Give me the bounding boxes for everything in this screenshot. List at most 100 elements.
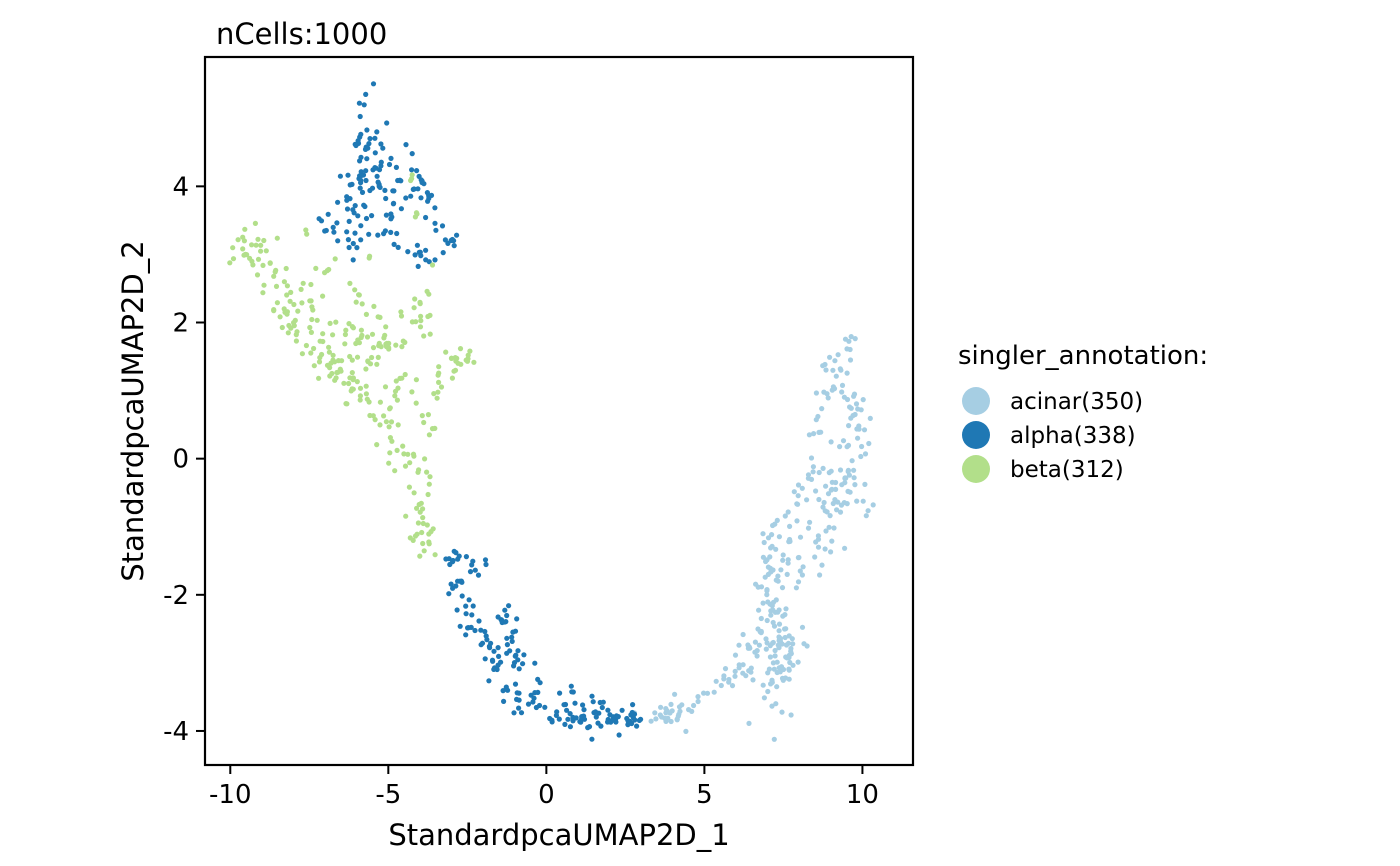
data-point-acinar — [711, 689, 717, 695]
legend-label-beta: beta(312) — [1010, 457, 1124, 483]
data-point-acinar — [780, 613, 786, 619]
data-point-beta — [357, 397, 363, 403]
data-point-alpha — [484, 637, 490, 643]
data-point-acinar — [748, 665, 754, 671]
data-point-alpha — [521, 652, 527, 658]
data-point-alpha — [470, 603, 476, 609]
data-point-acinar — [668, 718, 674, 725]
data-point-beta — [394, 397, 400, 403]
data-point-acinar — [819, 562, 825, 568]
data-point-beta — [410, 537, 416, 544]
data-point-alpha — [355, 213, 361, 219]
data-point-beta — [429, 262, 436, 268]
data-point-acinar — [701, 690, 707, 696]
data-point-alpha — [590, 699, 596, 705]
data-point-beta — [310, 307, 316, 313]
data-point-alpha — [394, 230, 400, 237]
data-point-acinar — [834, 507, 840, 513]
data-point-alpha — [350, 257, 356, 263]
data-point-alpha — [557, 690, 563, 696]
data-point-acinar — [729, 683, 736, 689]
data-point-acinar — [860, 498, 866, 504]
data-point-beta — [411, 305, 417, 311]
data-point-alpha — [607, 712, 613, 718]
data-point-beta — [410, 451, 417, 457]
data-point-alpha — [439, 223, 446, 229]
data-point-alpha — [365, 145, 371, 151]
data-point-alpha — [386, 161, 393, 168]
data-point-acinar — [790, 641, 796, 647]
data-point-acinar — [847, 404, 853, 410]
data-point-beta — [353, 299, 359, 305]
data-point-beta — [392, 388, 399, 394]
data-point-alpha — [467, 569, 474, 575]
data-point-acinar — [775, 609, 781, 615]
data-point-beta — [308, 298, 314, 304]
data-point-acinar — [787, 523, 793, 530]
data-point-acinar — [821, 499, 827, 506]
data-point-beta — [260, 262, 266, 268]
data-point-acinar — [846, 472, 853, 478]
data-point-beta — [426, 291, 432, 297]
data-point-alpha — [383, 195, 389, 202]
data-point-alpha — [562, 701, 569, 708]
data-point-acinar — [825, 395, 831, 401]
data-point-beta — [411, 490, 417, 496]
data-point-beta — [349, 370, 355, 376]
data-point-alpha — [418, 195, 424, 201]
data-point-beta — [319, 351, 325, 358]
data-point-alpha — [346, 218, 352, 224]
data-point-alpha — [567, 711, 573, 717]
data-point-beta — [443, 349, 449, 355]
data-point-beta — [346, 380, 352, 387]
data-point-beta — [448, 355, 455, 361]
data-point-alpha — [440, 250, 446, 256]
data-point-acinar — [837, 467, 844, 473]
data-point-acinar — [771, 736, 777, 742]
data-point-alpha — [454, 607, 460, 613]
data-point-beta — [425, 491, 431, 498]
data-point-alpha — [417, 249, 423, 255]
data-point-beta — [425, 412, 431, 418]
data-point-acinar — [713, 678, 719, 684]
data-point-alpha — [469, 612, 475, 618]
data-point-acinar — [683, 728, 689, 735]
data-point-acinar — [773, 546, 779, 552]
data-point-alpha — [472, 627, 478, 634]
data-point-alpha — [378, 159, 384, 165]
data-point-beta — [400, 338, 406, 344]
data-point-beta — [420, 540, 426, 547]
data-point-beta — [371, 303, 377, 309]
data-point-acinar — [740, 631, 746, 638]
data-point-beta — [330, 352, 336, 358]
data-point-beta — [258, 242, 264, 248]
data-point-alpha — [599, 704, 605, 711]
data-point-beta — [364, 334, 371, 340]
data-point-alpha — [370, 81, 377, 87]
data-point-acinar — [820, 363, 826, 369]
data-point-alpha — [507, 648, 513, 654]
legend-label-acinar: acinar(350) — [1010, 389, 1143, 415]
data-point-beta — [375, 314, 381, 320]
data-point-beta — [374, 361, 380, 367]
data-point-alpha — [358, 177, 364, 183]
data-point-alpha — [592, 709, 599, 715]
data-point-alpha — [358, 237, 364, 243]
data-point-acinar — [772, 653, 778, 659]
data-point-alpha — [532, 660, 538, 666]
data-point-acinar — [813, 390, 820, 396]
data-point-beta — [421, 333, 427, 339]
data-point-alpha — [330, 224, 336, 230]
data-point-beta — [230, 245, 236, 251]
data-point-acinar — [695, 694, 701, 700]
data-point-beta — [274, 300, 280, 306]
data-point-alpha — [634, 723, 640, 729]
data-point-beta — [285, 330, 291, 336]
data-point-acinar — [822, 508, 828, 514]
data-point-alpha — [405, 249, 411, 255]
data-point-beta — [240, 234, 246, 240]
data-point-beta — [414, 505, 420, 511]
data-point-alpha — [375, 232, 381, 238]
data-point-alpha — [432, 220, 438, 226]
data-point-beta — [409, 176, 415, 182]
